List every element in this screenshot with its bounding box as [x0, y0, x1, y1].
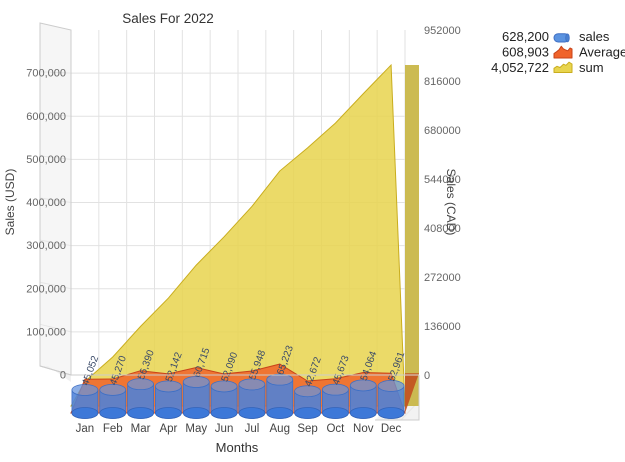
svg-text:Nov: Nov [353, 423, 374, 435]
svg-text:May: May [185, 423, 207, 435]
svg-text:500,000: 500,000 [26, 154, 66, 166]
svg-text:608,903: 608,903 [502, 45, 549, 60]
svg-text:Mar: Mar [131, 423, 151, 435]
svg-text:600,000: 600,000 [26, 111, 66, 123]
svg-text:136000: 136000 [424, 321, 461, 333]
svg-text:Dec: Dec [381, 423, 402, 435]
svg-text:400,000: 400,000 [26, 197, 66, 209]
svg-text:272000: 272000 [424, 272, 461, 284]
svg-text:Average: Average [579, 45, 625, 60]
svg-text:0: 0 [424, 370, 430, 382]
svg-text:sales: sales [579, 29, 610, 44]
svg-text:0: 0 [60, 370, 66, 382]
svg-text:Months: Months [216, 440, 259, 455]
svg-text:816000: 816000 [424, 76, 461, 88]
svg-text:Sep: Sep [297, 423, 317, 435]
svg-text:Sales For 2022: Sales For 2022 [122, 11, 214, 26]
svg-text:628,200: 628,200 [502, 29, 549, 44]
svg-text:Sales (CAD): Sales (CAD) [444, 169, 458, 236]
svg-text:Jan: Jan [76, 423, 95, 435]
svg-text:Feb: Feb [103, 423, 123, 435]
svg-text:Sales (USD): Sales (USD) [3, 169, 17, 236]
svg-text:952000: 952000 [424, 25, 461, 37]
svg-text:Apr: Apr [159, 423, 177, 435]
svg-text:Oct: Oct [326, 423, 345, 435]
svg-text:Aug: Aug [270, 423, 290, 435]
svg-text:700,000: 700,000 [26, 68, 66, 80]
svg-text:300,000: 300,000 [26, 240, 66, 252]
svg-text:Jun: Jun [215, 423, 234, 435]
svg-text:sum: sum [579, 60, 604, 75]
svg-text:100,000: 100,000 [26, 326, 66, 338]
svg-text:Jul: Jul [245, 423, 260, 435]
svg-text:4,052,722: 4,052,722 [491, 60, 549, 75]
svg-text:200,000: 200,000 [26, 283, 66, 295]
svg-text:680000: 680000 [424, 125, 461, 137]
